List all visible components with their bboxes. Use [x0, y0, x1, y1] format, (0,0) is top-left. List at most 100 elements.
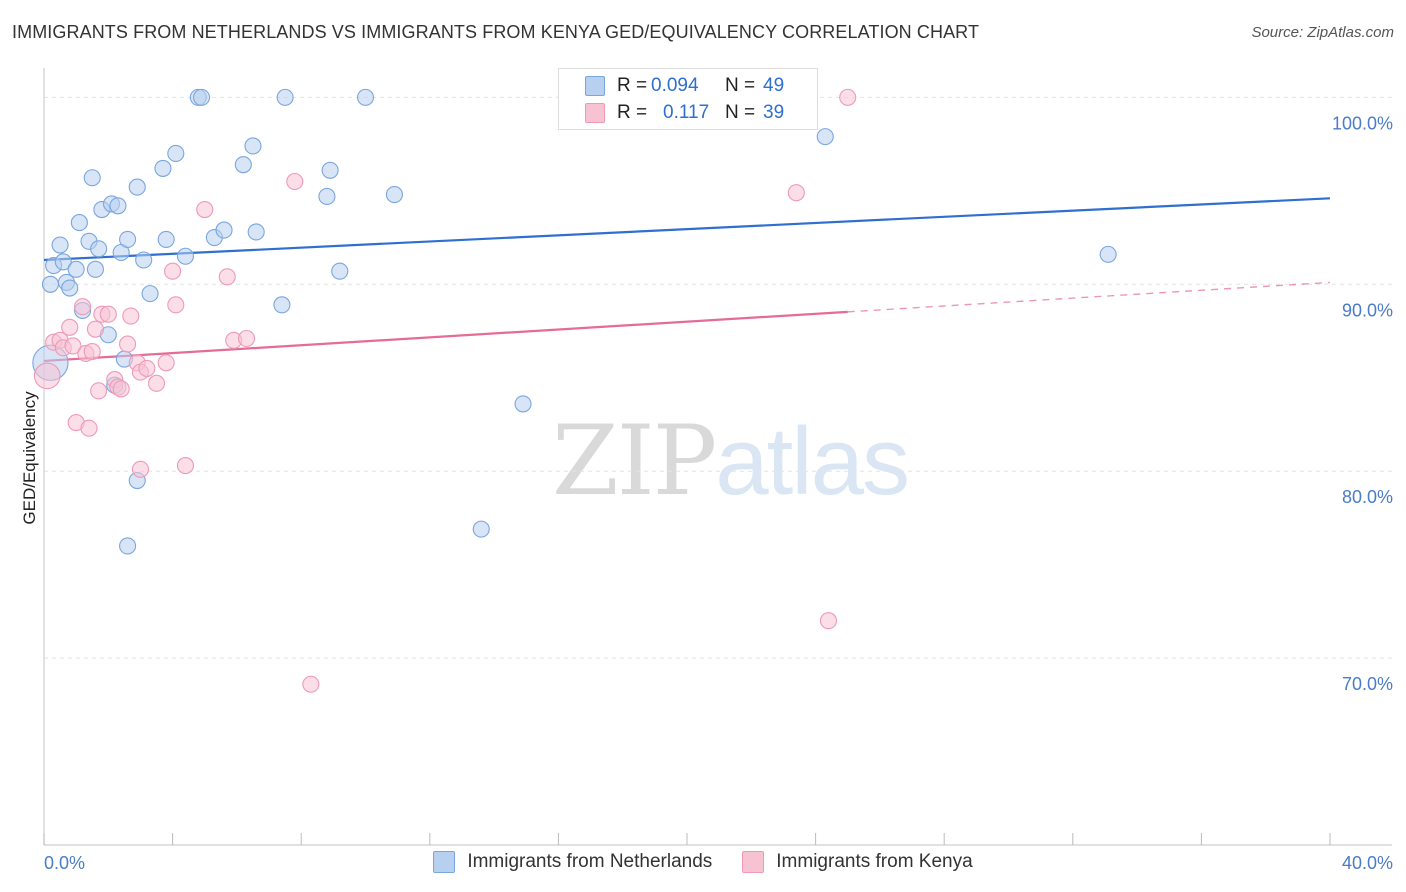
data-point-kenya [122, 307, 140, 325]
data-point-netherlands [70, 214, 88, 232]
watermark-atlas: atlas [715, 408, 910, 515]
data-point-netherlands [167, 144, 185, 163]
data-point-netherlands [514, 395, 532, 413]
data-point-netherlands [176, 247, 195, 265]
data-point-netherlands [385, 186, 403, 204]
data-point-netherlands [119, 537, 137, 555]
data-point-netherlands [157, 230, 175, 248]
data-point-kenya [90, 382, 108, 400]
y-axis-label: GED/Equivalency [20, 391, 39, 525]
y-tick-label: 70.0% [1342, 674, 1393, 694]
data-point-netherlands [119, 230, 137, 248]
legend-swatch-netherlands [585, 76, 605, 96]
data-point-kenya [74, 298, 92, 316]
watermark: ZIPatlas [552, 405, 910, 517]
legend-item-netherlands: Immigrants from Netherlands [433, 851, 712, 873]
data-point-netherlands [234, 156, 252, 174]
data-point-kenya [286, 172, 304, 191]
legend-label-kenya: Immigrants from Kenya [776, 851, 973, 872]
data-point-netherlands [215, 221, 233, 239]
data-point-kenya [787, 184, 805, 202]
data-point-netherlands [276, 88, 294, 106]
data-point-kenya [237, 329, 256, 348]
legend-swatch-kenya [742, 851, 765, 873]
legend-row-netherlands: R = 0.094 N = 49 [585, 74, 784, 98]
legend-r-label: R = [617, 102, 648, 123]
data-point-netherlands [331, 262, 349, 280]
data-point-netherlands [356, 88, 375, 106]
trend-line-kenya [43, 310, 848, 363]
data-point-netherlands [247, 223, 265, 241]
data-point-kenya [112, 380, 130, 398]
grid [44, 96, 1392, 659]
legend-swatch-netherlands [433, 851, 456, 873]
data-point-kenya [138, 359, 156, 377]
data-point-kenya [176, 457, 195, 475]
data-point-netherlands [141, 285, 159, 303]
data-point-netherlands [51, 236, 69, 254]
data-point-netherlands [67, 260, 85, 278]
legend-r-label: R = [617, 75, 648, 96]
data-point-kenya [119, 335, 137, 353]
data-point-netherlands [90, 240, 108, 258]
y-tick-label: 80.0% [1342, 487, 1393, 507]
trend-lines [43, 197, 1331, 363]
legend-item-kenya: Immigrants from Kenya [742, 851, 973, 873]
data-point-kenya [196, 200, 214, 219]
legend-label-netherlands: Immigrants from Netherlands [467, 851, 713, 872]
data-point-netherlands [154, 159, 172, 177]
data-point-kenya [80, 419, 98, 437]
legend-swatch-kenya [585, 103, 605, 123]
data-point-netherlands [109, 197, 127, 215]
data-point-kenya [33, 362, 61, 390]
legend-r-value: 0.117 [663, 102, 710, 123]
x-tick-label: 40.0% [1342, 853, 1393, 873]
data-points [32, 88, 1117, 693]
trend-line-extension-kenya [847, 281, 1331, 313]
data-point-netherlands [192, 88, 211, 106]
data-point-kenya [64, 337, 82, 355]
data-point-kenya [99, 305, 117, 323]
data-point-netherlands [61, 279, 79, 297]
data-point-netherlands [1099, 245, 1117, 263]
data-point-netherlands [244, 137, 262, 155]
data-point-netherlands [83, 169, 101, 187]
data-point-kenya [218, 268, 236, 286]
chart-title: IMMIGRANTS FROM NETHERLANDS VS IMMIGRANT… [12, 22, 980, 42]
tick-labels: 70.0% 80.0% 90.0% 100.0% 0.0% 40.0% [44, 113, 1393, 873]
data-point-kenya [167, 296, 185, 314]
data-point-netherlands [321, 161, 339, 179]
data-point-kenya [147, 374, 166, 392]
data-point-netherlands [472, 520, 490, 538]
data-point-netherlands [54, 253, 72, 271]
data-point-netherlands [273, 296, 291, 314]
legend-n-label: N = [725, 102, 756, 123]
trend-line-netherlands [43, 197, 1331, 262]
x-tick-label: 0.0% [44, 853, 85, 873]
data-point-kenya [83, 343, 101, 361]
data-point-kenya [86, 320, 104, 338]
data-point-netherlands [128, 178, 146, 196]
data-point-kenya [839, 88, 857, 106]
data-point-netherlands [318, 187, 336, 205]
legend-n-label: N = [725, 75, 756, 96]
y-tick-label: 90.0% [1342, 300, 1393, 320]
legend-row-kenya: R = 0.117 N = 39 [585, 101, 784, 125]
legend-n-value: 39 [763, 102, 785, 123]
legend-r-value: 0.094 [651, 75, 699, 96]
legend-n-value: 49 [763, 75, 785, 96]
axes [43, 68, 1392, 846]
data-point-kenya [164, 262, 182, 280]
watermark-zip: ZIP [552, 405, 717, 517]
data-point-kenya [61, 318, 79, 336]
source-label: Source: ZipAtlas.com [1251, 24, 1394, 41]
data-point-kenya [819, 612, 838, 630]
correlation-legend: R = 0.094 N = 49 R = 0.117 N = 39 [558, 68, 818, 130]
data-point-kenya [131, 460, 149, 478]
data-point-netherlands [135, 251, 153, 269]
data-point-netherlands [86, 260, 104, 278]
data-point-netherlands [816, 128, 834, 146]
series-legend: Immigrants from Netherlands Immigrants f… [0, 851, 1406, 873]
data-point-kenya [157, 354, 175, 372]
